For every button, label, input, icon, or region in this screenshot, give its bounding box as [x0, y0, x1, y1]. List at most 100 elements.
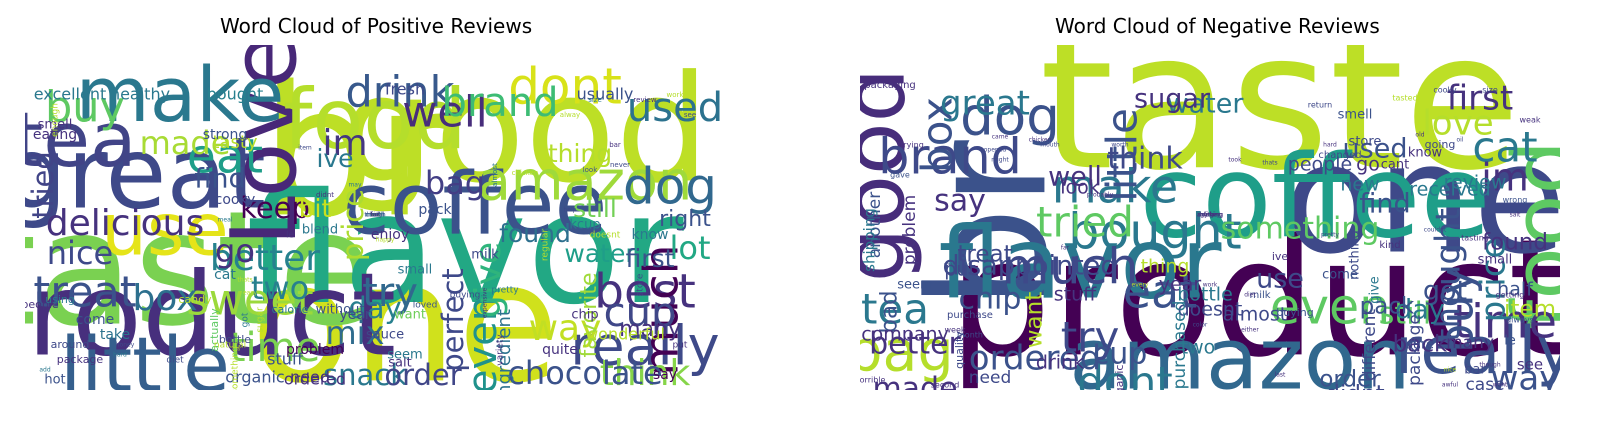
positive-word-year: year [339, 307, 370, 323]
negative-word-couldnt: couldnt [1424, 227, 1447, 234]
positive-word-want: want [394, 308, 426, 323]
negative-word-make: make [1052, 160, 1178, 214]
negative-word-treat: treat [957, 242, 1012, 268]
positive-word-though: though [364, 212, 385, 219]
positive-word-flavor: flavor [246, 161, 683, 339]
negative-word-even: even [1270, 279, 1390, 336]
positive-word-treat: treat [33, 268, 136, 318]
negative-word-going: going [1425, 138, 1456, 151]
negative-word-return: return [1308, 101, 1332, 110]
positive-word-used: used [627, 85, 723, 131]
positive-word-sweet: sweet [186, 276, 313, 326]
positive-word-kcup: kcup [569, 218, 600, 233]
positive-word-eating: eating [33, 127, 77, 143]
positive-word-dog: dog [623, 158, 717, 216]
negative-word-doesnt: doesnt [1178, 299, 1243, 321]
negative-word-thought: thought [1429, 208, 1469, 342]
positive-word-lot: lot [669, 229, 710, 267]
positive-word-many: many [619, 317, 681, 342]
positive-word-box: box [132, 278, 197, 319]
positive-word-never: never [610, 161, 630, 169]
positive-word-chicken: chicken [512, 169, 539, 177]
positive-word-far: far [371, 212, 380, 219]
negative-word-bought: bought [1068, 204, 1242, 261]
positive-word-know: know [632, 227, 669, 243]
negative-word-money: money [1200, 212, 1221, 219]
negative-word-good: good [860, 68, 924, 282]
positive-word-pretty: pretty [491, 286, 519, 296]
negative-word-took: took [1228, 157, 1242, 164]
positive-word-little: little [60, 320, 230, 390]
positive-word-cereal: cereal [366, 212, 385, 219]
negative-word-bag: bag [860, 319, 954, 385]
negative-word-think: think [1107, 142, 1183, 177]
negative-word-flavor: flavor [939, 206, 1222, 321]
positive-word-even: even [460, 296, 506, 390]
negative-word-way: way [1491, 359, 1560, 391]
negative-word-better: better [869, 327, 961, 362]
positive-word-size: size [588, 96, 602, 104]
positive-word-give: give [468, 242, 509, 318]
positive-word-way: way [529, 308, 602, 349]
negative-word-kind: kind [1379, 240, 1400, 251]
negative-word-purchased: purchased [1170, 301, 1190, 390]
negative-word-time: time [1453, 295, 1557, 349]
positive-word-perfect: perfect [436, 268, 470, 372]
positive-word-store: store [636, 273, 646, 296]
positive-word-tasty: tasty [212, 132, 258, 153]
negative-word-worth: worth [1111, 142, 1128, 149]
positive-word-one: one [251, 227, 560, 390]
positive-word-bag: bag [425, 164, 485, 202]
positive-word-using: using [45, 293, 75, 306]
positive-word-im: im [322, 123, 367, 164]
negative-word-cup: cup [1093, 337, 1148, 372]
negative-word-found: found [1482, 230, 1548, 256]
positive-word-chip: chip [571, 308, 598, 323]
negative-word-cat: cat [1472, 123, 1537, 172]
negative-word-cooky: cooky [1433, 86, 1457, 95]
negative-word-purchase: purchase [947, 310, 993, 321]
negative-word-need: need [969, 368, 1011, 388]
positive-word-work: work [667, 91, 685, 99]
positive-word-real: real [369, 212, 381, 219]
positive-word-time: time [230, 325, 320, 371]
negative-word-dog: dog [960, 87, 1060, 148]
positive-word-well: well [402, 88, 488, 138]
positive-word-really: really [570, 315, 719, 378]
negative-word-coffee: coffee [1139, 130, 1490, 263]
negative-word-nothing: nothing [1348, 230, 1363, 280]
negative-word-product: product [948, 205, 1560, 390]
positive-word-variety: variety [496, 334, 506, 366]
negative-word-much: much [1002, 239, 1139, 296]
positive-word-around: around [51, 338, 90, 351]
negative-word-shipping: shipping [861, 208, 879, 272]
positive-word-honey: honey [116, 342, 135, 349]
positive-word-better: better [210, 238, 320, 279]
negative-word-say: say [934, 184, 986, 219]
positive-word-bit: bit [299, 194, 332, 223]
positive-word-wonderful: wonderful [585, 325, 665, 344]
positive-word-stuff: stuff [267, 350, 304, 369]
negative-word-pack: pack [1360, 294, 1415, 320]
negative-word-chip: chip [959, 282, 1022, 317]
negative-word-store: store [1349, 135, 1382, 150]
negative-word-great: great [940, 84, 1030, 124]
positive-word-may: may [348, 182, 362, 189]
negative-word-disappointed: disappointed [943, 251, 1118, 282]
negative-word-water: water [1167, 89, 1245, 120]
positive-word-strong: strong [203, 127, 248, 143]
positive-word-right: right [659, 207, 711, 232]
negative-word-oil: oil [1456, 137, 1463, 144]
negative-word-bottle: bottle [1177, 284, 1233, 306]
negative-word-chicken: chicken [1029, 137, 1052, 144]
negative-word-salt: salt [1510, 212, 1521, 219]
negative-word-well: well [1048, 162, 1102, 193]
negative-word-taste: taste [1039, 45, 1520, 212]
negative-word-said: said [944, 262, 956, 269]
positive-word-bad: bad [369, 212, 380, 219]
negative-word-many: many [1446, 333, 1494, 353]
positive-word-order: order [384, 358, 461, 390]
positive-word-something: something [231, 346, 241, 390]
positive-word-blend: blend [302, 223, 338, 238]
